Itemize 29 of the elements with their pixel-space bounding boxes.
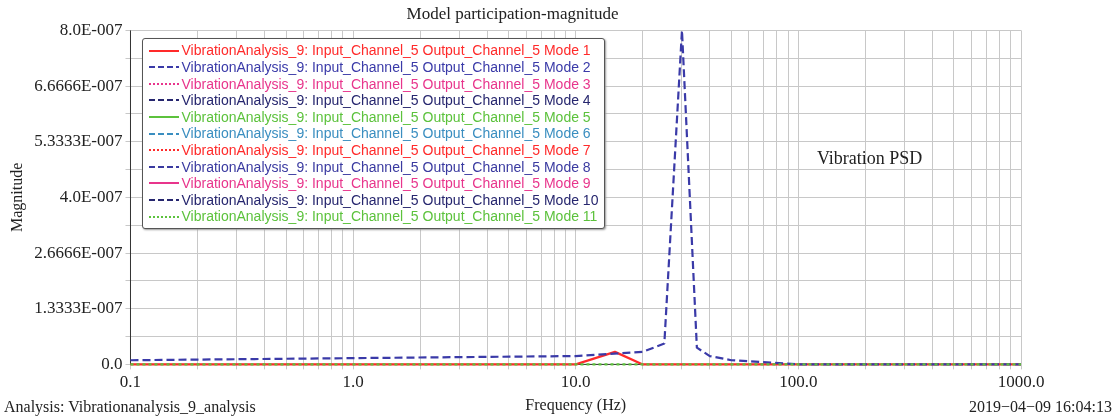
chart-title: Model participation-magnitude [406, 3, 619, 23]
y-tick-label: 0.0 [101, 353, 123, 373]
legend-label: VibrationAnalysis_9: Input_Channel_5 Output_Channel_5 Mode 10 [181, 191, 599, 209]
x-axis-title: Frequency (Hz) [525, 395, 627, 414]
x-tick-label: 0.1 [119, 372, 142, 392]
y-tick-label: 5.3333E-007 [34, 131, 123, 151]
legend-label: VibrationAnalysis_9: Input_Channel_5 Output_Channel_5 Mode 9 [181, 175, 591, 192]
legend-label: VibrationAnalysis_9: Input_Channel_5 Output_Channel_5 Mode 11 [181, 208, 598, 225]
annotation: Vibration PSD [816, 148, 923, 168]
legend-label: VibrationAnalysis_9: Input_Channel_5 Output_Channel_5 Mode 3 [181, 75, 591, 93]
y-tick-label: 4.0E-007 [59, 186, 123, 206]
y-tick-label: 1.3333E-007 [34, 298, 123, 318]
x-tick-label: 100.0 [779, 372, 818, 392]
legend-label: VibrationAnalysis_9: Input_Channel_5 Output_Channel_5 Mode 8 [181, 158, 591, 176]
legend-label: VibrationAnalysis_9: Input_Channel_5 Output_Channel_5 Mode 6 [181, 125, 591, 142]
legend-label: VibrationAnalysis_9: Input_Channel_5 Output_Channel_5 Mode 4 [181, 92, 591, 109]
legend-label: VibrationAnalysis_9: Input_Channel_5 Output_Channel_5 Mode 1 [181, 42, 591, 59]
y-axis-title: Magnitude [7, 162, 26, 233]
text: Analysis: Vibrationanalysis_9_analysis [4, 398, 256, 416]
y-tick-label: 2.6666E-007 [34, 242, 123, 262]
legend-label: VibrationAnalysis_9: Input_Channel_5 Output_Channel_5 Mode 5 [181, 108, 591, 126]
legend-label: VibrationAnalysis_9: Input_Channel_5 Output_Channel_5 Mode 7 [181, 141, 591, 159]
text: 2019−04−09 16:04:13 [969, 398, 1112, 415]
y-tick-label: 8.0E-007 [59, 19, 123, 39]
legend-label: VibrationAnalysis_9: Input_Channel_5 Output_Channel_5 Mode 2 [181, 58, 591, 76]
x-tick-label: 10.0 [560, 372, 591, 392]
y-tick-label: 6.6666E-007 [34, 75, 123, 95]
x-tick-label: 1000.0 [997, 372, 1045, 392]
x-tick-label: 1.0 [342, 372, 364, 392]
